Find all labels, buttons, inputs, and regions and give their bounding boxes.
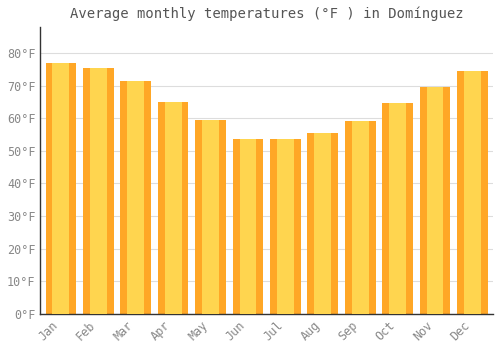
Bar xyxy=(46,63,76,314)
Bar xyxy=(52,63,70,314)
Bar xyxy=(420,87,450,314)
Bar xyxy=(308,133,338,314)
Bar xyxy=(270,139,300,314)
Bar xyxy=(426,87,444,314)
Bar xyxy=(382,104,413,314)
Bar xyxy=(195,120,226,314)
Bar xyxy=(277,139,294,314)
Bar xyxy=(158,102,188,314)
Bar xyxy=(345,121,376,314)
Bar xyxy=(232,139,264,314)
Bar xyxy=(120,80,151,314)
Title: Average monthly temperatures (°F ) in Domínguez: Average monthly temperatures (°F ) in Do… xyxy=(70,7,464,21)
Bar xyxy=(464,71,481,314)
Bar xyxy=(457,71,488,314)
Bar xyxy=(202,120,219,314)
Bar xyxy=(164,102,182,314)
Bar xyxy=(389,104,406,314)
Bar xyxy=(128,80,144,314)
Bar xyxy=(90,68,106,314)
Bar xyxy=(314,133,331,314)
Bar xyxy=(352,121,368,314)
Bar xyxy=(240,139,256,314)
Bar xyxy=(83,68,114,314)
